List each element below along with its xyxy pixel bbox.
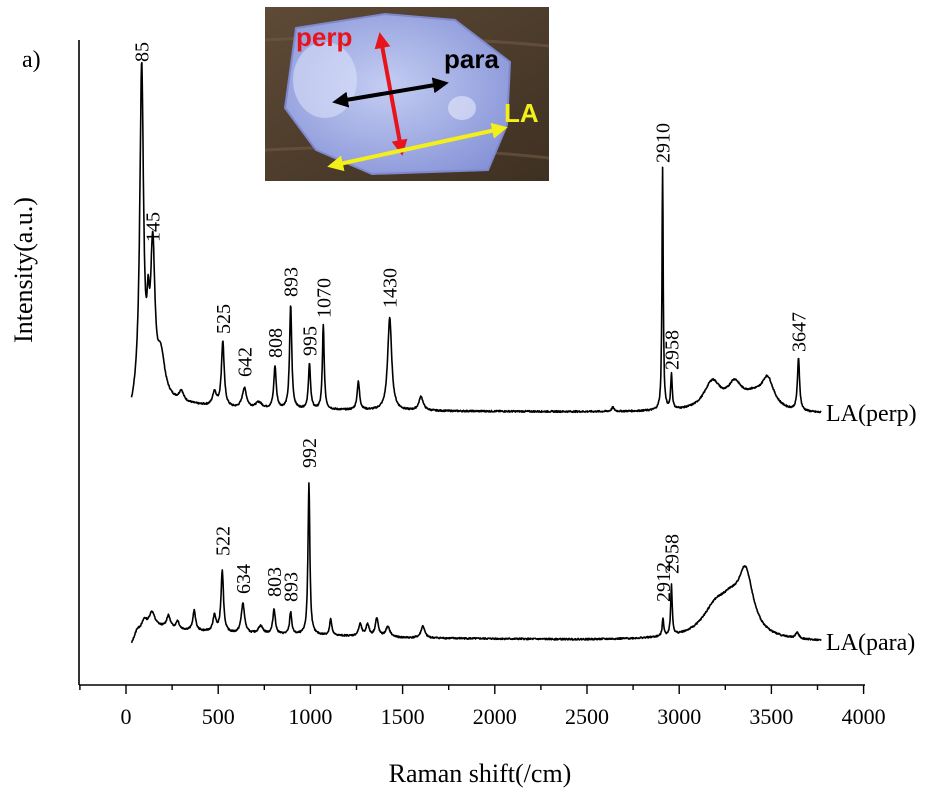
x-ticks: 0 500 1000 1500 2000 2500 3000 3500 4000 bbox=[79, 685, 886, 729]
peak-label-perp-995: 995 bbox=[300, 326, 322, 356]
peak-label-perp-808: 808 bbox=[265, 328, 287, 358]
la-arrow bbox=[327, 122, 508, 172]
crystal-highlight bbox=[448, 96, 476, 120]
peak-label-para-2958: 2958 bbox=[662, 534, 684, 574]
peak-label-perp-1430: 1430 bbox=[380, 268, 402, 308]
x-tick-label: 1500 bbox=[381, 704, 425, 729]
axes bbox=[78, 40, 865, 686]
peak-label-perp-3647: 3647 bbox=[789, 312, 811, 352]
peak-labels: 85 145 525 642 808 893 995 1070 1430 2910 2958 3647… bbox=[132, 42, 811, 602]
x-tick-label: 2500 bbox=[565, 704, 609, 729]
panel-label: a) bbox=[22, 47, 41, 73]
peak-label-para-893: 893 bbox=[281, 572, 303, 602]
x-tick-label: 3500 bbox=[749, 704, 793, 729]
spectra bbox=[130, 61, 822, 644]
peak-label-perp-2958: 2958 bbox=[662, 330, 684, 370]
peak-label-perp-145: 145 bbox=[143, 212, 165, 242]
peak-label-para-522: 522 bbox=[212, 526, 234, 556]
peak-label-perp-1070: 1070 bbox=[313, 278, 335, 318]
crystal-inset: perp para LA bbox=[264, 7, 550, 181]
peak-label-para-992: 992 bbox=[299, 438, 321, 468]
peak-label-para-2912: 2912 bbox=[653, 562, 675, 602]
peak-label-perp-525: 525 bbox=[213, 304, 235, 334]
x-tick-label: 500 bbox=[202, 704, 235, 729]
peak-label-para-803: 803 bbox=[264, 567, 286, 597]
para-arrow bbox=[332, 77, 449, 108]
trace-label-para: LA(para) bbox=[826, 630, 915, 656]
x-tick-label: 1000 bbox=[288, 704, 332, 729]
x-tick-label: 0 bbox=[121, 704, 132, 729]
spectrum-line-perp bbox=[130, 61, 822, 414]
trace-label-perp: LA(perp) bbox=[826, 401, 917, 427]
peak-label-perp-642: 642 bbox=[234, 347, 256, 377]
x-axis-title: Raman shift(/cm) bbox=[389, 759, 572, 788]
peak-label-perp-85: 85 bbox=[132, 42, 154, 62]
peak-label-perp-893: 893 bbox=[281, 267, 303, 297]
y-axis-title: Intensity(a.u.) bbox=[9, 197, 38, 343]
peak-label-perp-2910: 2910 bbox=[653, 123, 675, 163]
peak-label-para-634: 634 bbox=[233, 564, 255, 594]
crystal-highlight bbox=[293, 42, 357, 118]
la-label: LA bbox=[504, 98, 539, 128]
perp-label: perp bbox=[296, 22, 352, 52]
spectrum-line-para bbox=[130, 482, 822, 644]
para-label: para bbox=[444, 44, 499, 74]
x-tick-label: 3000 bbox=[657, 704, 701, 729]
trace-labels: LA(perp) LA(para) bbox=[826, 401, 917, 656]
x-tick-label: 4000 bbox=[842, 704, 886, 729]
x-tick-label: 2000 bbox=[473, 704, 517, 729]
